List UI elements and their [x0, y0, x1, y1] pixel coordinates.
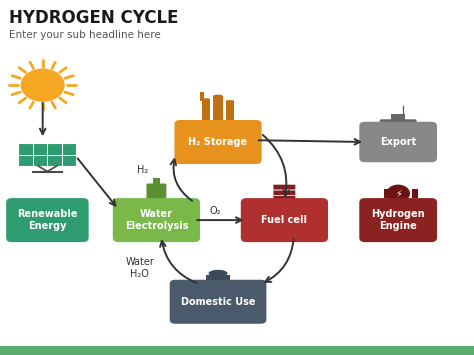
Bar: [206, 275, 230, 286]
Text: Domestic Use: Domestic Use: [181, 297, 255, 307]
FancyBboxPatch shape: [359, 122, 437, 162]
Ellipse shape: [202, 98, 210, 100]
Circle shape: [21, 69, 64, 101]
Text: Hydrogen
Engine: Hydrogen Engine: [371, 209, 425, 231]
FancyBboxPatch shape: [359, 198, 437, 242]
Text: O₂: O₂: [210, 206, 221, 216]
Bar: [200, 92, 204, 101]
FancyBboxPatch shape: [273, 196, 296, 201]
FancyBboxPatch shape: [273, 184, 296, 190]
Circle shape: [386, 185, 410, 202]
Bar: [0, 346, 474, 355]
FancyBboxPatch shape: [380, 119, 417, 131]
Bar: [226, 101, 234, 121]
Bar: [384, 189, 390, 198]
FancyBboxPatch shape: [170, 280, 266, 324]
Bar: [213, 96, 223, 121]
Text: Export: Export: [380, 137, 416, 147]
Text: Water
H₂O: Water H₂O: [126, 257, 154, 279]
Bar: [153, 178, 160, 185]
FancyBboxPatch shape: [146, 184, 166, 203]
Text: Renewable
Energy: Renewable Energy: [17, 209, 78, 231]
Ellipse shape: [226, 100, 234, 102]
Text: ⚡: ⚡: [395, 189, 401, 198]
Text: H₂: H₂: [137, 165, 148, 175]
FancyBboxPatch shape: [113, 198, 200, 242]
Ellipse shape: [209, 270, 228, 277]
Text: H₂ Storage: H₂ Storage: [189, 137, 247, 147]
Bar: [202, 99, 210, 121]
FancyBboxPatch shape: [18, 143, 76, 166]
FancyBboxPatch shape: [174, 120, 262, 164]
Ellipse shape: [213, 94, 223, 97]
FancyBboxPatch shape: [241, 198, 328, 242]
Bar: [412, 189, 418, 198]
FancyBboxPatch shape: [6, 198, 89, 242]
Bar: [391, 114, 405, 121]
Text: Fuel cell: Fuel cell: [261, 215, 308, 225]
Text: Enter your sub headline here: Enter your sub headline here: [9, 30, 161, 40]
FancyBboxPatch shape: [273, 190, 296, 196]
Text: Water
Electrolysis: Water Electrolysis: [125, 209, 188, 231]
Text: HYDROGEN CYCLE: HYDROGEN CYCLE: [9, 9, 179, 27]
